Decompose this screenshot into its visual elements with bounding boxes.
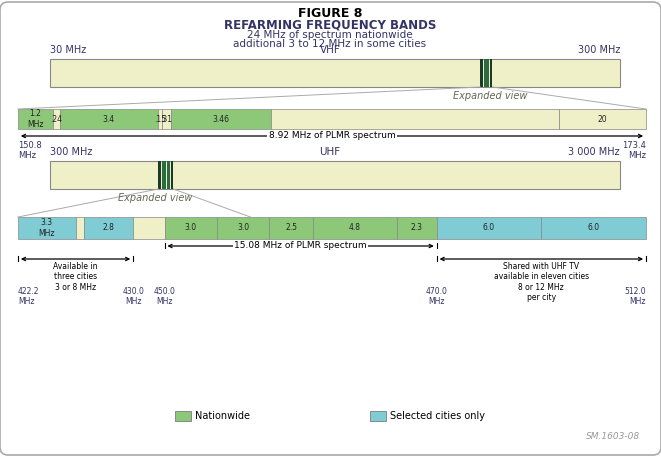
Text: REFARMING FREQUENCY BANDS: REFARMING FREQUENCY BANDS [224, 19, 436, 32]
Text: 3.3
MHz: 3.3 MHz [38, 218, 55, 238]
Bar [158, 161, 161, 189]
Text: 3.46: 3.46 [212, 115, 229, 123]
Text: 20: 20 [598, 115, 607, 123]
Text: 24 MHz of spectrum nationwide: 24 MHz of spectrum nationwide [247, 30, 413, 40]
Text: 173.4
MHz: 173.4 MHz [622, 141, 646, 160]
Text: Selected cities only: Selected cities only [390, 411, 485, 421]
Bar [162, 161, 166, 189]
Bar [50, 161, 620, 189]
Bar [53, 109, 59, 129]
Text: 150.8
MHz: 150.8 MHz [18, 141, 42, 160]
Text: 512.0
MHz: 512.0 MHz [625, 287, 646, 306]
Text: VHF: VHF [320, 45, 340, 55]
Text: 1.2
MHz: 1.2 MHz [27, 109, 44, 129]
Bar [370, 411, 386, 421]
Text: 15.08 MHz of PLMR spectrum: 15.08 MHz of PLMR spectrum [234, 241, 367, 250]
Bar [75, 217, 85, 239]
Bar [559, 109, 646, 129]
Bar [59, 109, 158, 129]
Text: 450.0
MHz: 450.0 MHz [153, 287, 175, 306]
Text: 470.0
MHz: 470.0 MHz [426, 287, 447, 306]
Bar [397, 217, 437, 239]
Text: 300 MHz: 300 MHz [578, 45, 620, 55]
Text: SM.1603-08: SM.1603-08 [586, 432, 640, 441]
Bar [133, 217, 165, 239]
Text: 3 000 MHz: 3 000 MHz [568, 147, 620, 157]
Bar [313, 217, 397, 239]
Bar [269, 217, 313, 239]
Text: 4.8: 4.8 [349, 223, 361, 233]
Text: .31: .31 [161, 115, 173, 123]
Bar [175, 411, 191, 421]
Bar [481, 59, 483, 87]
Bar [18, 217, 75, 239]
Text: 430.0
MHz: 430.0 MHz [122, 287, 144, 306]
Bar [485, 59, 489, 87]
Text: additional 3 to 12 MHz in some cities: additional 3 to 12 MHz in some cities [233, 39, 426, 49]
Bar [85, 217, 133, 239]
Bar [162, 109, 171, 129]
Bar [171, 161, 173, 189]
Bar [165, 217, 217, 239]
Text: Expanded view: Expanded view [453, 91, 527, 101]
Text: 30 MHz: 30 MHz [50, 45, 86, 55]
Text: FIGURE 8: FIGURE 8 [298, 7, 362, 20]
Bar [541, 217, 646, 239]
Text: .24: .24 [50, 115, 62, 123]
Text: 2.5: 2.5 [285, 223, 297, 233]
Bar [158, 109, 162, 129]
Text: 3.0: 3.0 [237, 223, 249, 233]
Text: Available in
three cities
3 or 8 MHz: Available in three cities 3 or 8 MHz [54, 262, 98, 292]
Text: .15: .15 [154, 115, 166, 123]
Text: 2.3: 2.3 [410, 223, 422, 233]
Bar [271, 109, 559, 129]
Text: Expanded view: Expanded view [118, 193, 192, 203]
Text: UHF: UHF [319, 147, 340, 157]
Text: Nationwide: Nationwide [195, 411, 250, 421]
Bar [171, 109, 271, 129]
Text: 300 MHz: 300 MHz [50, 147, 93, 157]
Bar [18, 109, 53, 129]
Text: 6.0: 6.0 [588, 223, 600, 233]
Bar [437, 217, 541, 239]
Bar [217, 217, 269, 239]
Text: 2.8: 2.8 [102, 223, 114, 233]
Text: 422.2
MHz: 422.2 MHz [18, 287, 40, 306]
Bar [50, 59, 620, 87]
Bar [490, 59, 492, 87]
Text: 8.92 MHz of PLMR spectrum: 8.92 MHz of PLMR spectrum [268, 132, 395, 140]
Text: 3.4: 3.4 [102, 115, 115, 123]
Bar [167, 161, 170, 189]
Text: 3.0: 3.0 [184, 223, 197, 233]
Text: Shared with UHF TV
available in eleven cities
8 or 12 MHz
per city: Shared with UHF TV available in eleven c… [494, 262, 589, 302]
Text: 6.0: 6.0 [483, 223, 495, 233]
